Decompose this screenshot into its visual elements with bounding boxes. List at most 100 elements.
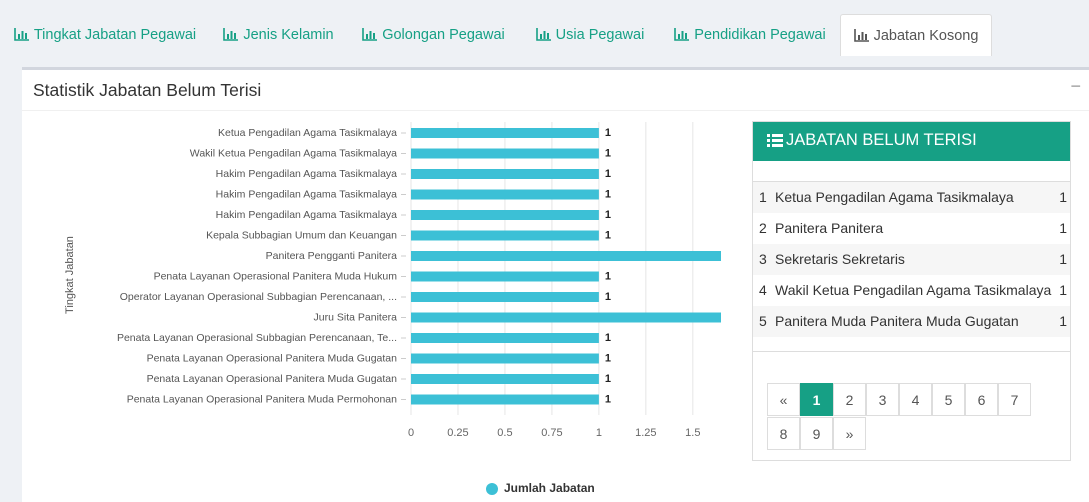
- data-label: 1: [605, 393, 611, 405]
- y-tick-label: Penata Layanan Operasional Panitera Muda…: [147, 373, 398, 385]
- bar: [411, 169, 599, 179]
- page-button[interactable]: 8: [767, 417, 800, 450]
- table-row: 2 Panitera Panitera 1: [753, 213, 1070, 244]
- page-button[interactable]: 4: [899, 383, 932, 416]
- bar: [411, 394, 599, 405]
- bar: [411, 148, 599, 159]
- data-label: 1: [605, 127, 611, 139]
- data-label: 1: [605, 229, 611, 241]
- list-icon: [767, 134, 783, 147]
- tab-label: Usia Pegawai: [555, 27, 645, 43]
- tab-label: Golongan Pegawai: [382, 27, 505, 43]
- bar: [411, 312, 721, 323]
- tab[interactable]: Usia Pegawai: [520, 14, 660, 56]
- page-button[interactable]: 9: [800, 417, 833, 450]
- bar: [411, 374, 599, 384]
- data-label: 1: [605, 373, 611, 385]
- data-label: 1: [605, 188, 611, 200]
- bar: [411, 353, 599, 364]
- table-cell: Sekretaris Sekretaris: [775, 251, 905, 267]
- x-tick-label: 0.5: [497, 427, 512, 439]
- tab[interactable]: Tingkat Jabatan Pegawai: [0, 14, 210, 56]
- table-cell: Panitera Muda Panitera Muda Gugatan: [775, 313, 1019, 329]
- bar: [411, 271, 599, 282]
- table-cell: 4: [759, 282, 767, 298]
- tab-icon: [362, 28, 378, 41]
- divider: [753, 351, 1070, 352]
- tab[interactable]: Pendidikan Pegawai: [660, 14, 840, 56]
- panel-title: Statistik Jabatan Belum Terisi: [33, 80, 262, 100]
- legend-label: Jumlah Jabatan: [504, 481, 595, 495]
- y-tick-label: Operator Layanan Operasional Subbagian P…: [120, 291, 397, 303]
- tab-icon: [14, 28, 29, 41]
- data-label: 1: [605, 270, 611, 282]
- bar: [411, 230, 599, 241]
- y-tick-label: Kepala Subbagian Umum dan Keuangan: [206, 229, 397, 241]
- y-tick-label: Wakil Ketua Pengadilan Agama Tasikmalaya: [190, 147, 397, 159]
- y-tick-label: Panitera Pengganti Panitera: [266, 250, 398, 262]
- tab-label: Jenis Kelamin: [243, 27, 334, 43]
- tab-icon: [535, 28, 551, 41]
- table-cell: 1: [1059, 313, 1067, 329]
- data-label: 1: [605, 332, 611, 344]
- data-label: 1: [605, 147, 611, 159]
- collapse-button[interactable]: −: [1070, 76, 1081, 96]
- page-button[interactable]: «: [767, 383, 800, 416]
- y-tick-label: Ketua Pengadilan Agama Tasikmalaya: [218, 127, 397, 139]
- x-tick-label: 0.25: [447, 427, 468, 439]
- tab-label: Tingkat Jabatan Pegawai: [33, 27, 197, 43]
- x-tick-label: 0: [408, 427, 414, 439]
- tab-icon: [674, 28, 690, 41]
- data-label: 1: [605, 291, 611, 303]
- table-row: 3 Sekretaris Sekretaris 1: [753, 244, 1070, 275]
- list-title: JABATAN BELUM TERISI: [786, 131, 977, 149]
- x-tick-label: 0.75: [541, 427, 562, 439]
- tab-icon: [223, 28, 239, 41]
- y-tick-label: Juru Sita Panitera: [314, 311, 398, 323]
- page-button[interactable]: 7: [998, 383, 1031, 416]
- bar: [411, 292, 599, 302]
- bar: [411, 189, 599, 200]
- x-tick-label: 1: [596, 427, 602, 439]
- table-cell: 3: [759, 251, 767, 267]
- table-row: 5 Panitera Muda Panitera Muda Gugatan 1: [753, 306, 1070, 337]
- page-button[interactable]: 6: [965, 383, 998, 416]
- table-row: 1 Ketua Pengadilan Agama Tasikmalaya 1: [753, 182, 1070, 213]
- bar: [411, 333, 599, 343]
- divider: [753, 181, 1070, 182]
- y-tick-label: Penata Layanan Operasional Panitera Muda…: [127, 393, 397, 405]
- table-cell: 1: [1059, 282, 1067, 298]
- table-cell: Ketua Pengadilan Agama Tasikmalaya: [775, 189, 1014, 205]
- tab-label: Jabatan Kosong: [873, 28, 979, 44]
- y-tick-label: Penata Layanan Operasional Panitera Muda…: [154, 270, 398, 282]
- tab[interactable]: Golongan Pegawai: [347, 14, 520, 56]
- page-button[interactable]: 1: [800, 383, 833, 416]
- y-tick-label: Hakim Pengadilan Agama Tasikmalaya: [216, 209, 397, 221]
- data-label: 1: [605, 168, 611, 180]
- x-tick-label: 1.5: [685, 427, 700, 439]
- divider: [22, 110, 1089, 111]
- tab[interactable]: Jabatan Kosong: [840, 14, 992, 56]
- legend-swatch: [486, 483, 498, 495]
- table-cell: Panitera Panitera: [775, 220, 884, 236]
- page-button[interactable]: 3: [866, 383, 899, 416]
- data-label: 1: [605, 352, 611, 364]
- table-row: 4 Wakil Ketua Pengadilan Agama Tasikmalay…: [753, 275, 1070, 306]
- y-tick-label: Hakim Pengadilan Agama Tasikmalaya: [216, 168, 397, 180]
- table-cell: 1: [1059, 220, 1067, 236]
- table-cell: 1: [1059, 189, 1067, 205]
- bar: [411, 210, 599, 220]
- page-button[interactable]: 2: [833, 383, 866, 416]
- table-cell: 1: [1059, 251, 1067, 267]
- list-header: JABATAN BELUM TERISI: [753, 122, 1070, 161]
- table-cell: 2: [759, 220, 767, 236]
- page-button[interactable]: 5: [932, 383, 965, 416]
- tab[interactable]: Jenis Kelamin: [210, 14, 347, 56]
- bars: [411, 128, 721, 405]
- page-button[interactable]: »: [833, 417, 866, 450]
- bar: [411, 128, 599, 138]
- table-cell: Wakil Ketua Pengadilan Agama Tasikmalaya: [775, 282, 1052, 298]
- data-label: 1: [605, 209, 611, 221]
- tab-label: Pendidikan Pegawai: [694, 27, 826, 43]
